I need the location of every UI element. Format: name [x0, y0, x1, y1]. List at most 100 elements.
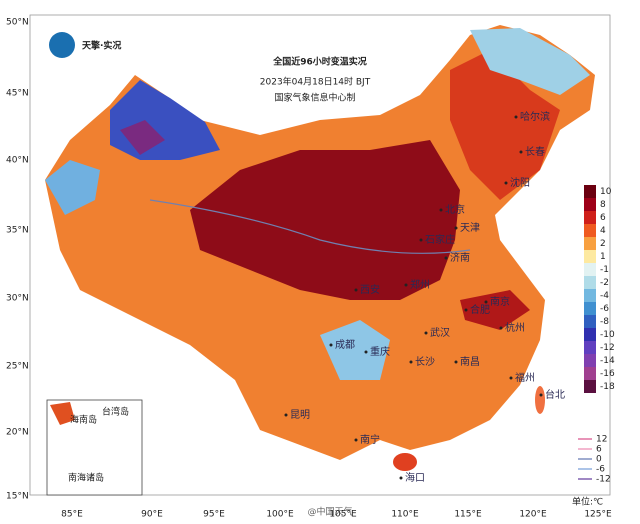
city-dot: [364, 350, 368, 354]
colorbar-label: -1: [600, 265, 609, 275]
colorbar-box: [584, 224, 596, 237]
hainan: [393, 453, 417, 471]
city-label: 合肥: [470, 303, 490, 316]
city-dot: [354, 288, 358, 292]
watermark: @中国天气: [307, 506, 352, 518]
lon-label: 115°E: [454, 510, 482, 520]
city-label: 南京: [490, 295, 510, 308]
city-dot: [424, 331, 428, 335]
colorbar-label: -12: [600, 343, 615, 353]
unit-label: 单位:℃: [572, 496, 603, 508]
city-label: 北京: [445, 203, 465, 216]
northeast-cooling: [470, 28, 590, 95]
city-dot: [454, 226, 458, 230]
colorbar-box: [584, 341, 596, 354]
lat-label: 35°N: [6, 226, 29, 236]
title: 全国近96小时变温实况: [272, 56, 367, 68]
colorbar-box: [584, 185, 596, 198]
colorbar-box: [584, 198, 596, 211]
city-label: 重庆: [370, 345, 390, 358]
city-label: 天津: [460, 222, 480, 234]
city-dot: [514, 115, 518, 119]
colorbar-label: -18: [600, 382, 615, 392]
legend-line-label: 6: [596, 445, 602, 455]
legend-line-label: 0: [596, 455, 602, 465]
northeast-warming: [450, 50, 560, 200]
logo-text: 天擎·实况: [82, 40, 121, 52]
city-label: 武汉: [430, 326, 450, 339]
logo-icon: [49, 32, 75, 58]
lon-label: 90°E: [141, 510, 163, 520]
lon-label: 120°E: [519, 510, 547, 520]
credit: 国家气象信息中心制: [274, 92, 355, 104]
west-cooling: [45, 160, 100, 215]
lat-label: 30°N: [6, 294, 29, 304]
lon-label: 105°E: [329, 510, 357, 520]
lat-label: 15°N: [6, 492, 29, 502]
city-dot: [539, 393, 543, 397]
city-dot: [439, 208, 443, 212]
city-dot: [399, 476, 403, 480]
city-label: 哈尔滨: [520, 110, 550, 123]
city-label: 济南: [450, 251, 470, 264]
colorbar-box: [584, 237, 596, 250]
east-warming: [460, 290, 530, 330]
strong-cooling: [120, 120, 165, 155]
city-dot: [509, 376, 513, 380]
city-dot: [444, 256, 448, 260]
lat-label: 45°N: [6, 89, 29, 99]
city-label: 台北: [545, 388, 565, 401]
colorbar-label: -14: [600, 356, 615, 366]
city-label: 郑州: [410, 278, 430, 291]
city-dot: [404, 283, 408, 287]
city-label: 南昌: [460, 355, 480, 368]
colorbar-label: -2: [600, 278, 609, 288]
lon-label: 110°E: [391, 510, 419, 520]
legend-line-label: -12: [596, 475, 611, 485]
lon-label: 125°E: [584, 510, 612, 520]
colorbar-box: [584, 315, 596, 328]
colorbar-box: [584, 367, 596, 380]
colorbar-label: 2: [600, 239, 606, 249]
colorbar-label: -4: [600, 291, 609, 301]
inset-label: 南海诸岛: [68, 472, 104, 484]
colorbar-box: [584, 276, 596, 289]
lat-label: 20°N: [6, 428, 29, 438]
strong-warming: [190, 140, 460, 300]
colorbar-box: [584, 211, 596, 224]
legend-line-label: 12: [596, 435, 607, 445]
lon-label: 95°E: [203, 510, 225, 520]
city-dot: [329, 343, 333, 347]
colorbar-box: [584, 263, 596, 276]
colorbar-label: 4: [600, 226, 606, 236]
city-label: 福州: [515, 371, 535, 384]
colorbar-label: -16: [600, 369, 615, 379]
lon-label: 85°E: [61, 510, 83, 520]
colorbar-label: -10: [600, 330, 615, 340]
contour-line: [149, 199, 471, 254]
colorbar-box: [584, 354, 596, 367]
city-label: 长春: [525, 146, 545, 158]
city-dot: [454, 360, 458, 364]
city-dot: [519, 150, 523, 154]
city-label: 西安: [360, 283, 380, 296]
colorbar-label: 1: [600, 252, 606, 262]
city-dot: [464, 308, 468, 312]
city-label: 南宁: [360, 433, 380, 446]
lat-label: 25°N: [6, 362, 29, 372]
city-label: 海口: [405, 471, 425, 484]
city-dot: [284, 413, 288, 417]
inset-label: 台湾岛: [102, 406, 129, 418]
lat-label: 50°N: [6, 18, 29, 28]
lon-label: 100°E: [266, 510, 294, 520]
city-label: 昆明: [290, 409, 310, 421]
colorbar-label: 8: [600, 200, 606, 210]
taiwan: [535, 386, 545, 414]
city-dot: [409, 360, 413, 364]
subtitle: 2023年04月18日14时 BJT: [260, 76, 371, 88]
colorbar-label: 10: [600, 187, 612, 197]
inset-frame: [46, 399, 143, 496]
inset-label: 海南岛: [70, 414, 97, 426]
city-label: 长沙: [415, 356, 435, 368]
